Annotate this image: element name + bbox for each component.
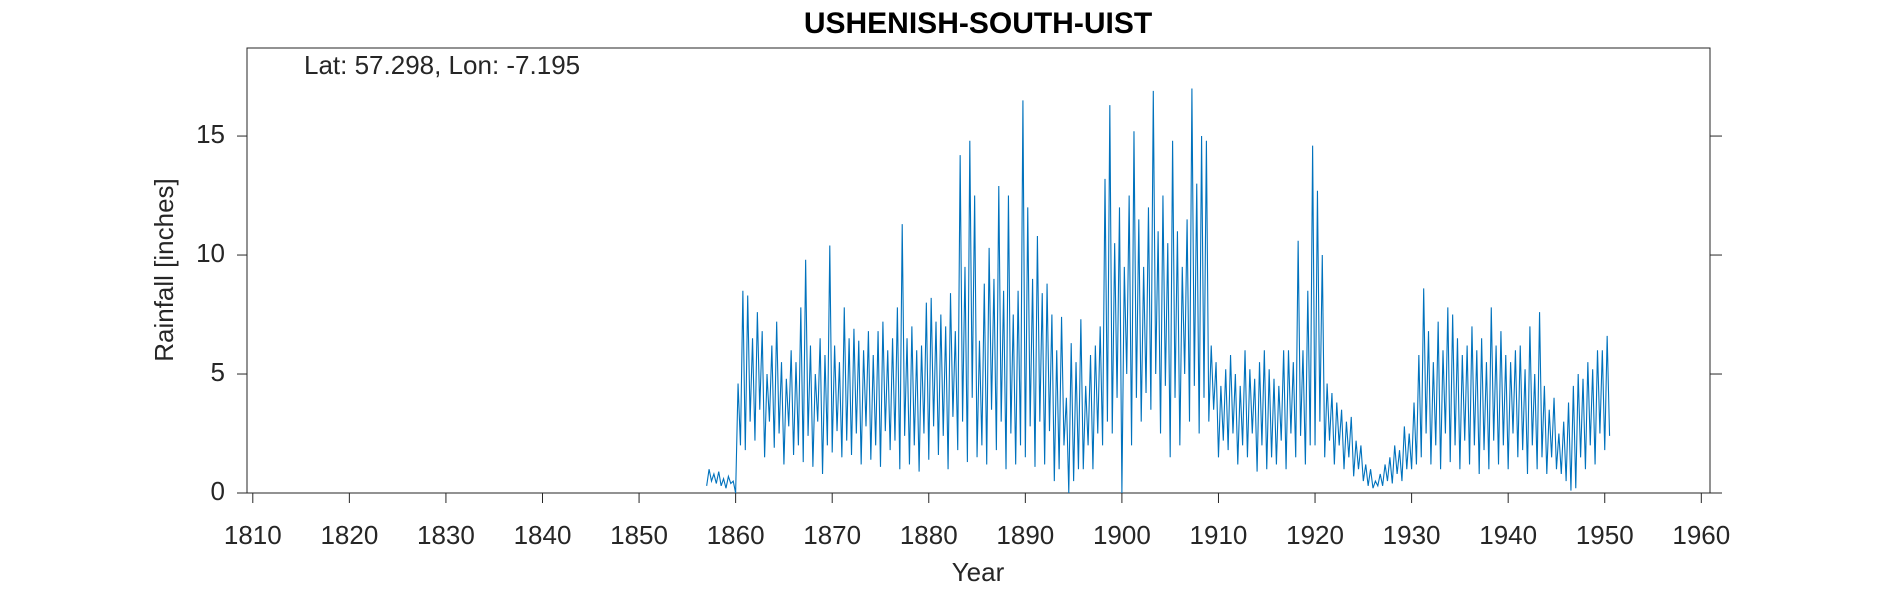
data-line [706, 88, 1611, 494]
y-tick-label: 5 [211, 357, 225, 387]
annotation: Lat: 57.298, Lon: -7.195 [304, 50, 580, 80]
y-tick-label: 0 [211, 476, 225, 506]
x-tick-label: 1830 [417, 520, 475, 550]
y-tick-label: 10 [196, 238, 225, 268]
x-tick-label: 1890 [996, 520, 1054, 550]
x-tick-label: 1860 [707, 520, 765, 550]
y-tick-label: 15 [196, 119, 225, 149]
x-tick-label: 1850 [610, 520, 668, 550]
plot-area [246, 47, 1711, 494]
x-tick-label: 1940 [1479, 520, 1537, 550]
x-tick-label: 1880 [900, 520, 958, 550]
x-tick-label: 1910 [1190, 520, 1248, 550]
x-axis-label: Year [952, 557, 1005, 587]
x-tick-label: 1810 [224, 520, 282, 550]
x-tick-label: 1900 [1093, 520, 1151, 550]
x-tick-label: 1950 [1576, 520, 1634, 550]
x-tick-label: 1920 [1286, 520, 1344, 550]
x-tick-label: 1870 [803, 520, 861, 550]
y-axis-label: Rainfall [inches] [149, 178, 179, 362]
chart-title: USHENISH-SOUTH-UIST [804, 7, 1152, 40]
x-tick-label: 1840 [514, 520, 572, 550]
x-tick-label: 1930 [1383, 520, 1441, 550]
x-tick-label: 1960 [1672, 520, 1730, 550]
x-tick-label: 1820 [320, 520, 378, 550]
